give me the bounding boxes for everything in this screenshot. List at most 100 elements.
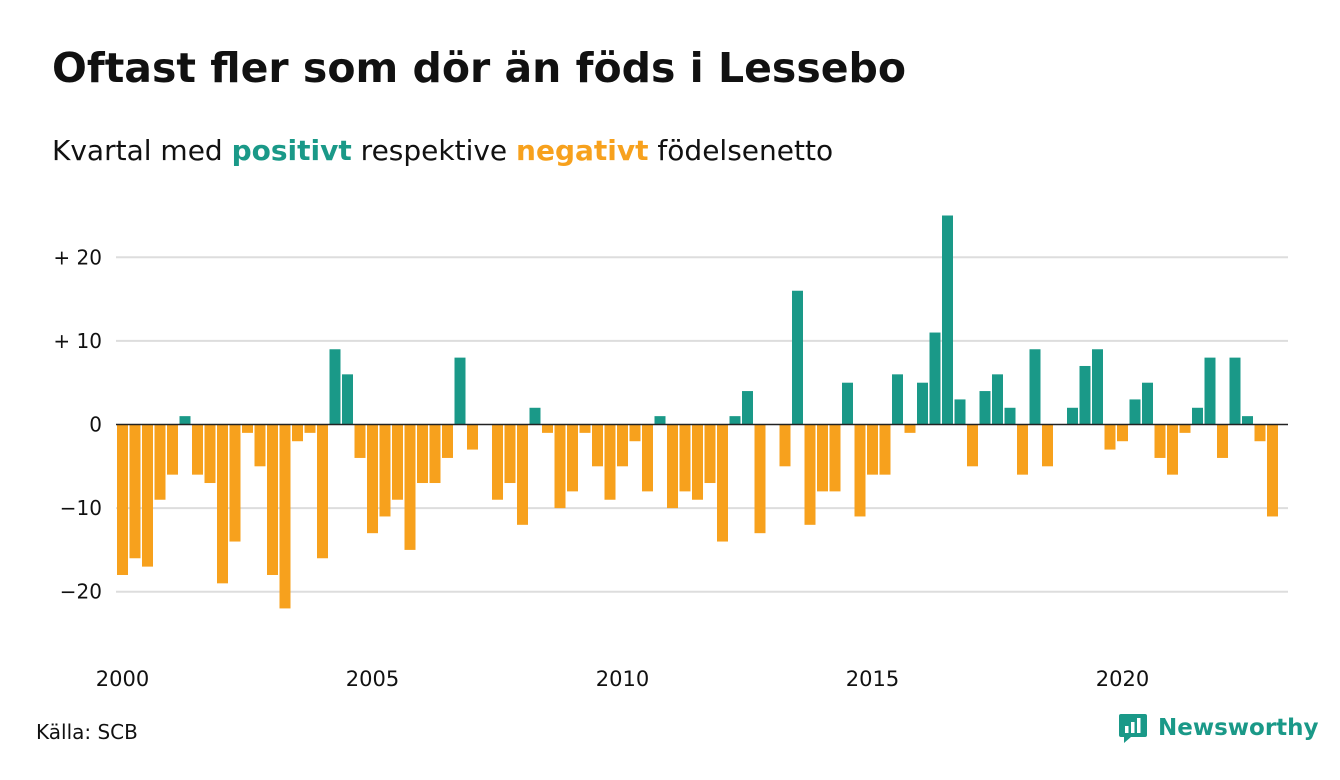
brand-name: Newsworthy (1158, 715, 1319, 741)
bars (116, 215, 1288, 609)
bar (779, 424, 791, 467)
bar (542, 424, 553, 433)
bar (904, 424, 916, 433)
y-tick-label: + 20 (53, 245, 102, 269)
bar (817, 424, 828, 492)
source-note: Källa: SCB (36, 720, 138, 744)
grid-lines (116, 256, 1288, 593)
bar (1154, 424, 1166, 458)
bar (1004, 407, 1016, 425)
bar (454, 357, 466, 425)
bar (442, 424, 453, 458)
bar (992, 374, 1003, 425)
bar (692, 424, 703, 500)
bar (492, 424, 503, 500)
bar (654, 416, 666, 425)
bar (1104, 424, 1116, 450)
bar (129, 424, 141, 559)
bar (1179, 424, 1191, 433)
bar (1242, 416, 1253, 425)
bar (554, 424, 566, 509)
x-tick-label: 2015 (846, 667, 899, 691)
bar (867, 424, 878, 475)
bar (1254, 424, 1266, 442)
bar (854, 424, 866, 517)
y-tick-label: 0 (89, 413, 102, 437)
bar (979, 391, 991, 425)
bar (1142, 382, 1153, 425)
bar (1117, 424, 1128, 442)
bar (829, 424, 841, 492)
subtitle-negative-word: negativt (516, 134, 649, 167)
bar (1229, 357, 1241, 425)
bar (367, 424, 378, 534)
bar (667, 424, 678, 509)
bar (954, 399, 966, 425)
subtitle-suffix: födelsenetto (648, 134, 834, 167)
bar (317, 424, 328, 559)
x-tick-label: 2010 (596, 667, 649, 691)
bar (579, 424, 591, 433)
bar (1079, 365, 1091, 425)
bar (879, 424, 891, 475)
bar (429, 424, 441, 484)
bar (942, 215, 953, 425)
bar (342, 374, 353, 425)
y-axis-ticks: + 20 + 10 0 −10 −20 (53, 245, 102, 603)
bar (229, 424, 241, 542)
bar (917, 382, 928, 425)
bar-chart: + 20 + 10 0 −10 −20 2000 2005 2010 2015 2020 (53, 215, 1288, 691)
bar (792, 290, 803, 425)
bar (1067, 407, 1078, 425)
bar (704, 424, 716, 484)
bar (1167, 424, 1178, 475)
bar (354, 424, 366, 458)
bar (1217, 424, 1228, 458)
bar (204, 424, 216, 484)
chart-subtitle: Kvartal med positivt respektive negativt… (52, 134, 833, 167)
bar (1204, 357, 1216, 425)
bar (567, 424, 578, 492)
y-tick-label: −10 (60, 496, 102, 520)
subtitle-middle: respektive (351, 134, 517, 167)
bar (929, 332, 941, 425)
bar (292, 424, 303, 442)
bar (742, 391, 753, 425)
bar (1029, 349, 1041, 425)
bar (804, 424, 816, 525)
bar (404, 424, 416, 550)
bar (254, 424, 266, 467)
bar (379, 424, 391, 517)
bar (529, 407, 541, 425)
bar (304, 424, 316, 433)
x-tick-label: 2000 (96, 667, 149, 691)
bar (242, 424, 253, 433)
bar (1017, 424, 1028, 475)
bar (142, 424, 153, 567)
newsworthy-logo-icon (1119, 714, 1147, 743)
bar (679, 424, 691, 492)
bar (467, 424, 478, 450)
bar (1267, 424, 1278, 517)
bar (417, 424, 428, 484)
bar (842, 382, 853, 425)
bar (1092, 349, 1103, 425)
bar (154, 424, 166, 500)
bar (504, 424, 516, 484)
bar (1129, 399, 1141, 425)
y-tick-label: + 10 (53, 329, 102, 353)
subtitle-positive-word: positivt (231, 134, 352, 167)
bar (604, 424, 616, 500)
bar (392, 424, 403, 500)
bar (1192, 407, 1203, 425)
bar (117, 424, 128, 575)
bar (967, 424, 978, 467)
bar (267, 424, 278, 575)
bar (629, 424, 641, 442)
bar (642, 424, 653, 492)
x-tick-label: 2020 (1096, 667, 1149, 691)
x-tick-label: 2005 (346, 667, 399, 691)
bar (517, 424, 528, 525)
chart-title: Oftast fler som dör än föds i Lessebo (52, 44, 907, 92)
bar (592, 424, 603, 467)
